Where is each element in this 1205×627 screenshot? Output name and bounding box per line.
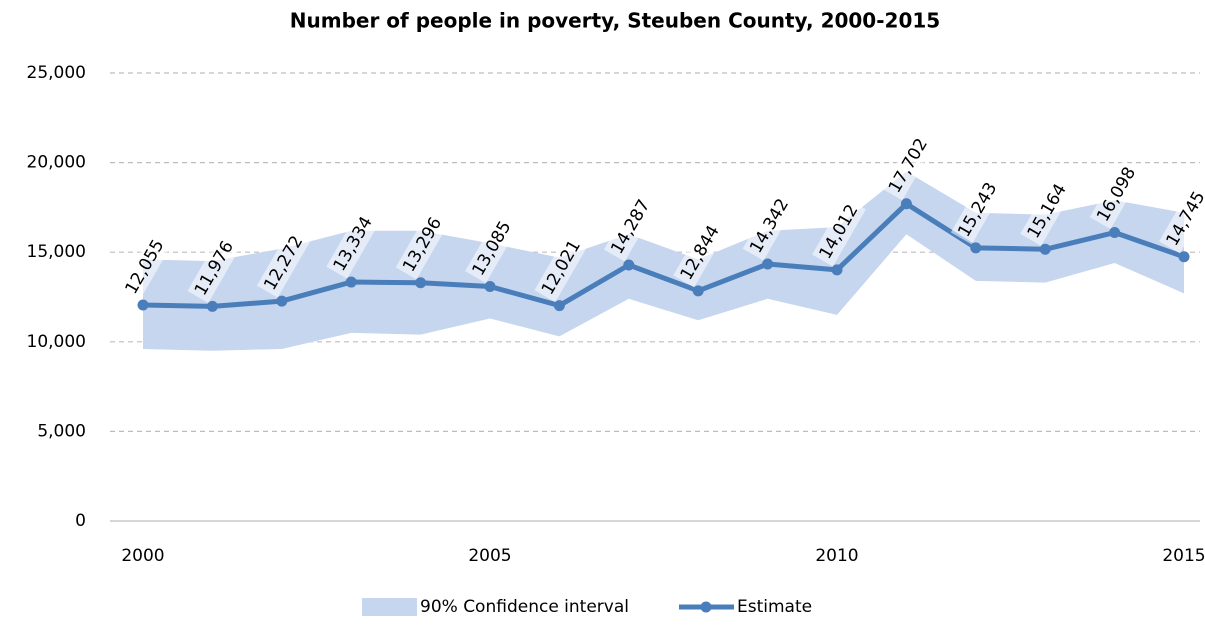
- data-label-bg: [603, 192, 658, 262]
- x-tick-label: 2000: [121, 546, 164, 566]
- data-label-bg: [1089, 159, 1144, 230]
- data-label-bg: [673, 218, 728, 288]
- y-tick-label: 0: [75, 511, 86, 531]
- point: [762, 258, 774, 270]
- estimate-line: [142, 201, 1185, 309]
- y-tick-label: 5,000: [37, 421, 86, 441]
- legend-swatch: [362, 598, 417, 616]
- y-tick-label: 15,000: [27, 242, 86, 262]
- plot: [137, 171, 1190, 351]
- y-tick-label: 10,000: [27, 332, 86, 352]
- data-label-bg: [395, 210, 450, 280]
- legend-marker: [700, 601, 712, 613]
- x-tick-label: 2015: [1162, 546, 1205, 566]
- data-label-bg: [187, 233, 242, 303]
- data-label-bg: [950, 175, 1005, 245]
- point: [345, 276, 357, 288]
- data-label-bg: [1020, 176, 1075, 246]
- point: [831, 264, 843, 276]
- y-tick-label: 20,000: [27, 153, 86, 173]
- point: [415, 277, 427, 289]
- point: [1178, 251, 1190, 263]
- point: [137, 299, 149, 311]
- point: [692, 285, 704, 297]
- point: [970, 242, 982, 254]
- data-label-bg: [881, 131, 936, 201]
- data-label-bg: [118, 232, 172, 302]
- point: [1109, 227, 1121, 239]
- chart-title: Number of people in poverty, Steuben Cou…: [290, 9, 940, 33]
- data-label-bg: [256, 228, 311, 298]
- point: [484, 281, 496, 293]
- point: [900, 198, 912, 210]
- point: [276, 295, 288, 307]
- confidence-band: [143, 171, 1184, 351]
- point: [206, 300, 218, 312]
- point: [553, 300, 565, 312]
- legend: 90% Confidence interval Estimate: [362, 597, 812, 617]
- data-label-bg: [326, 209, 381, 279]
- x-tick-label: 2010: [815, 546, 858, 566]
- legend-label: 90% Confidence interval: [420, 597, 629, 617]
- data-label-bg: [812, 197, 866, 267]
- x-tick-label: 2005: [468, 546, 511, 566]
- y-tick-label: 25,000: [27, 63, 86, 83]
- legend-label: Estimate: [737, 597, 812, 617]
- data-label-bg: [1159, 184, 1205, 254]
- data-label-bg: [465, 213, 519, 284]
- point: [623, 259, 635, 271]
- data-label-bg: [742, 191, 797, 261]
- point: [1039, 243, 1051, 255]
- data-label-bg: [534, 233, 589, 303]
